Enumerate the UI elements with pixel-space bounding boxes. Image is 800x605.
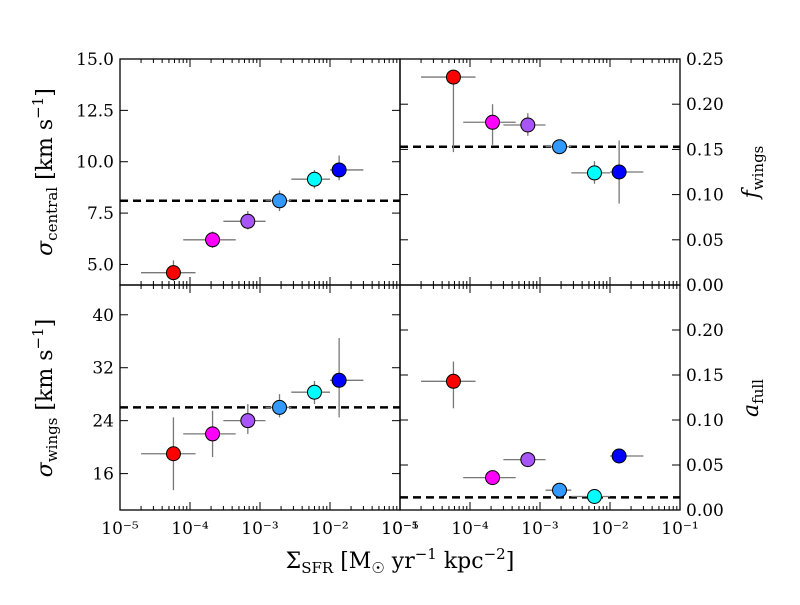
y-tick-label: 7.5	[87, 204, 114, 224]
x-tick-label: 10⁻³	[241, 519, 278, 539]
y-tick-label: 40	[92, 306, 114, 326]
y-tick-label: 16	[92, 465, 114, 485]
data-point	[552, 482, 568, 498]
x-tick-label: 10⁻⁵	[101, 519, 139, 539]
data-point	[586, 489, 602, 504]
x-tick-label: 10⁻⁴	[451, 519, 489, 539]
panel-sigma_wings: 16 24 32 40	[92, 284, 401, 511]
panel-frame	[399, 284, 681, 511]
data-point	[272, 399, 288, 415]
data-point	[165, 265, 181, 281]
x-tick-labels: 10⁻⁵ 10⁻⁴ 10⁻³ 10⁻² 10⁻¹10⁻⁵ 10⁻⁴ 10⁻³ 10⁻² 10⁻¹	[101, 519, 698, 539]
y-tick-label: 24	[92, 412, 114, 432]
panel-frame	[119, 284, 401, 511]
ylabel-sigma-wings: σwings [km s−1]	[29, 319, 61, 477]
y-tick-label: 12.5	[76, 101, 114, 121]
svg-text:σwings [km s−1]: σwings [km s−1]	[29, 319, 61, 477]
panel-frame	[119, 58, 401, 286]
data-point	[306, 171, 322, 187]
x-tick-label: 10⁻⁴	[171, 519, 209, 539]
data-point	[331, 372, 347, 388]
data-point	[205, 232, 221, 248]
y-tick-label: 0.20	[686, 321, 724, 341]
xlabel: ΣSFR [M☉ yr−1 kpc−2]	[286, 545, 515, 577]
y-tick-label: 5.0	[87, 255, 114, 275]
panel-f_wings: 0.00 0.05 0.10 0.15 0.20 0.25	[399, 50, 724, 296]
data-point	[586, 165, 602, 181]
data-point	[552, 139, 568, 155]
data-point	[306, 384, 322, 400]
svg-text:fwings: fwings	[739, 146, 767, 201]
data-point	[485, 470, 501, 486]
y-tick-label: 0.25	[686, 50, 724, 70]
svg-text:afull: afull	[739, 379, 767, 417]
x-tick-label: 10⁻¹	[661, 519, 698, 539]
data-point	[485, 114, 501, 130]
y-tick-label: 32	[92, 359, 114, 379]
y-tick-label: 15.0	[76, 50, 114, 70]
y-tick-label: 0.15	[686, 140, 724, 160]
data-point	[272, 193, 288, 209]
data-point	[520, 117, 536, 133]
data-point	[445, 69, 461, 85]
data-point	[445, 373, 461, 389]
x-tick-label: 10⁻¹	[381, 519, 418, 539]
data-point	[331, 162, 347, 178]
x-tick-label: 10⁻⁵	[381, 519, 419, 539]
panel-a_full: 0.00 0.05 0.10 0.15 0.20	[399, 284, 724, 521]
data-point	[240, 213, 256, 229]
data-point	[611, 164, 627, 180]
y-tick-label: 0.10	[686, 411, 724, 431]
y-tick-label: 0.10	[686, 186, 724, 206]
svg-text:σcentral [km s−1]: σcentral [km s−1]	[29, 88, 61, 256]
x-tick-label: 10⁻³	[521, 519, 558, 539]
y-tick-label: 0.05	[686, 231, 724, 251]
ylabel-f-wings: fwings	[739, 146, 767, 201]
y-tick-label: 0.00	[686, 501, 724, 521]
y-tick-label: 10.0	[76, 153, 114, 173]
x-tick-label: 10⁻²	[311, 519, 348, 539]
data-point	[240, 413, 256, 429]
y-tick-label: 0.15	[686, 366, 724, 386]
data-point	[205, 426, 221, 442]
y-tick-label: 0.20	[686, 95, 724, 115]
y-tick-label: 0.00	[686, 276, 724, 296]
x-tick-label: 10⁻²	[591, 519, 628, 539]
panels-layer: 5.07.510.012.515.00.000.050.100.150.200.…	[76, 50, 724, 539]
y-tick-label: 0.05	[686, 456, 724, 476]
data-point	[165, 446, 181, 462]
ylabel-a-full: afull	[739, 379, 767, 417]
panel-sigma_central: 5.0 7.5 10.0 12.5 15.0	[76, 50, 401, 286]
data-point	[611, 448, 627, 464]
ylabel-sigma-central: σcentral [km s−1]	[29, 88, 61, 256]
data-point	[520, 452, 536, 468]
